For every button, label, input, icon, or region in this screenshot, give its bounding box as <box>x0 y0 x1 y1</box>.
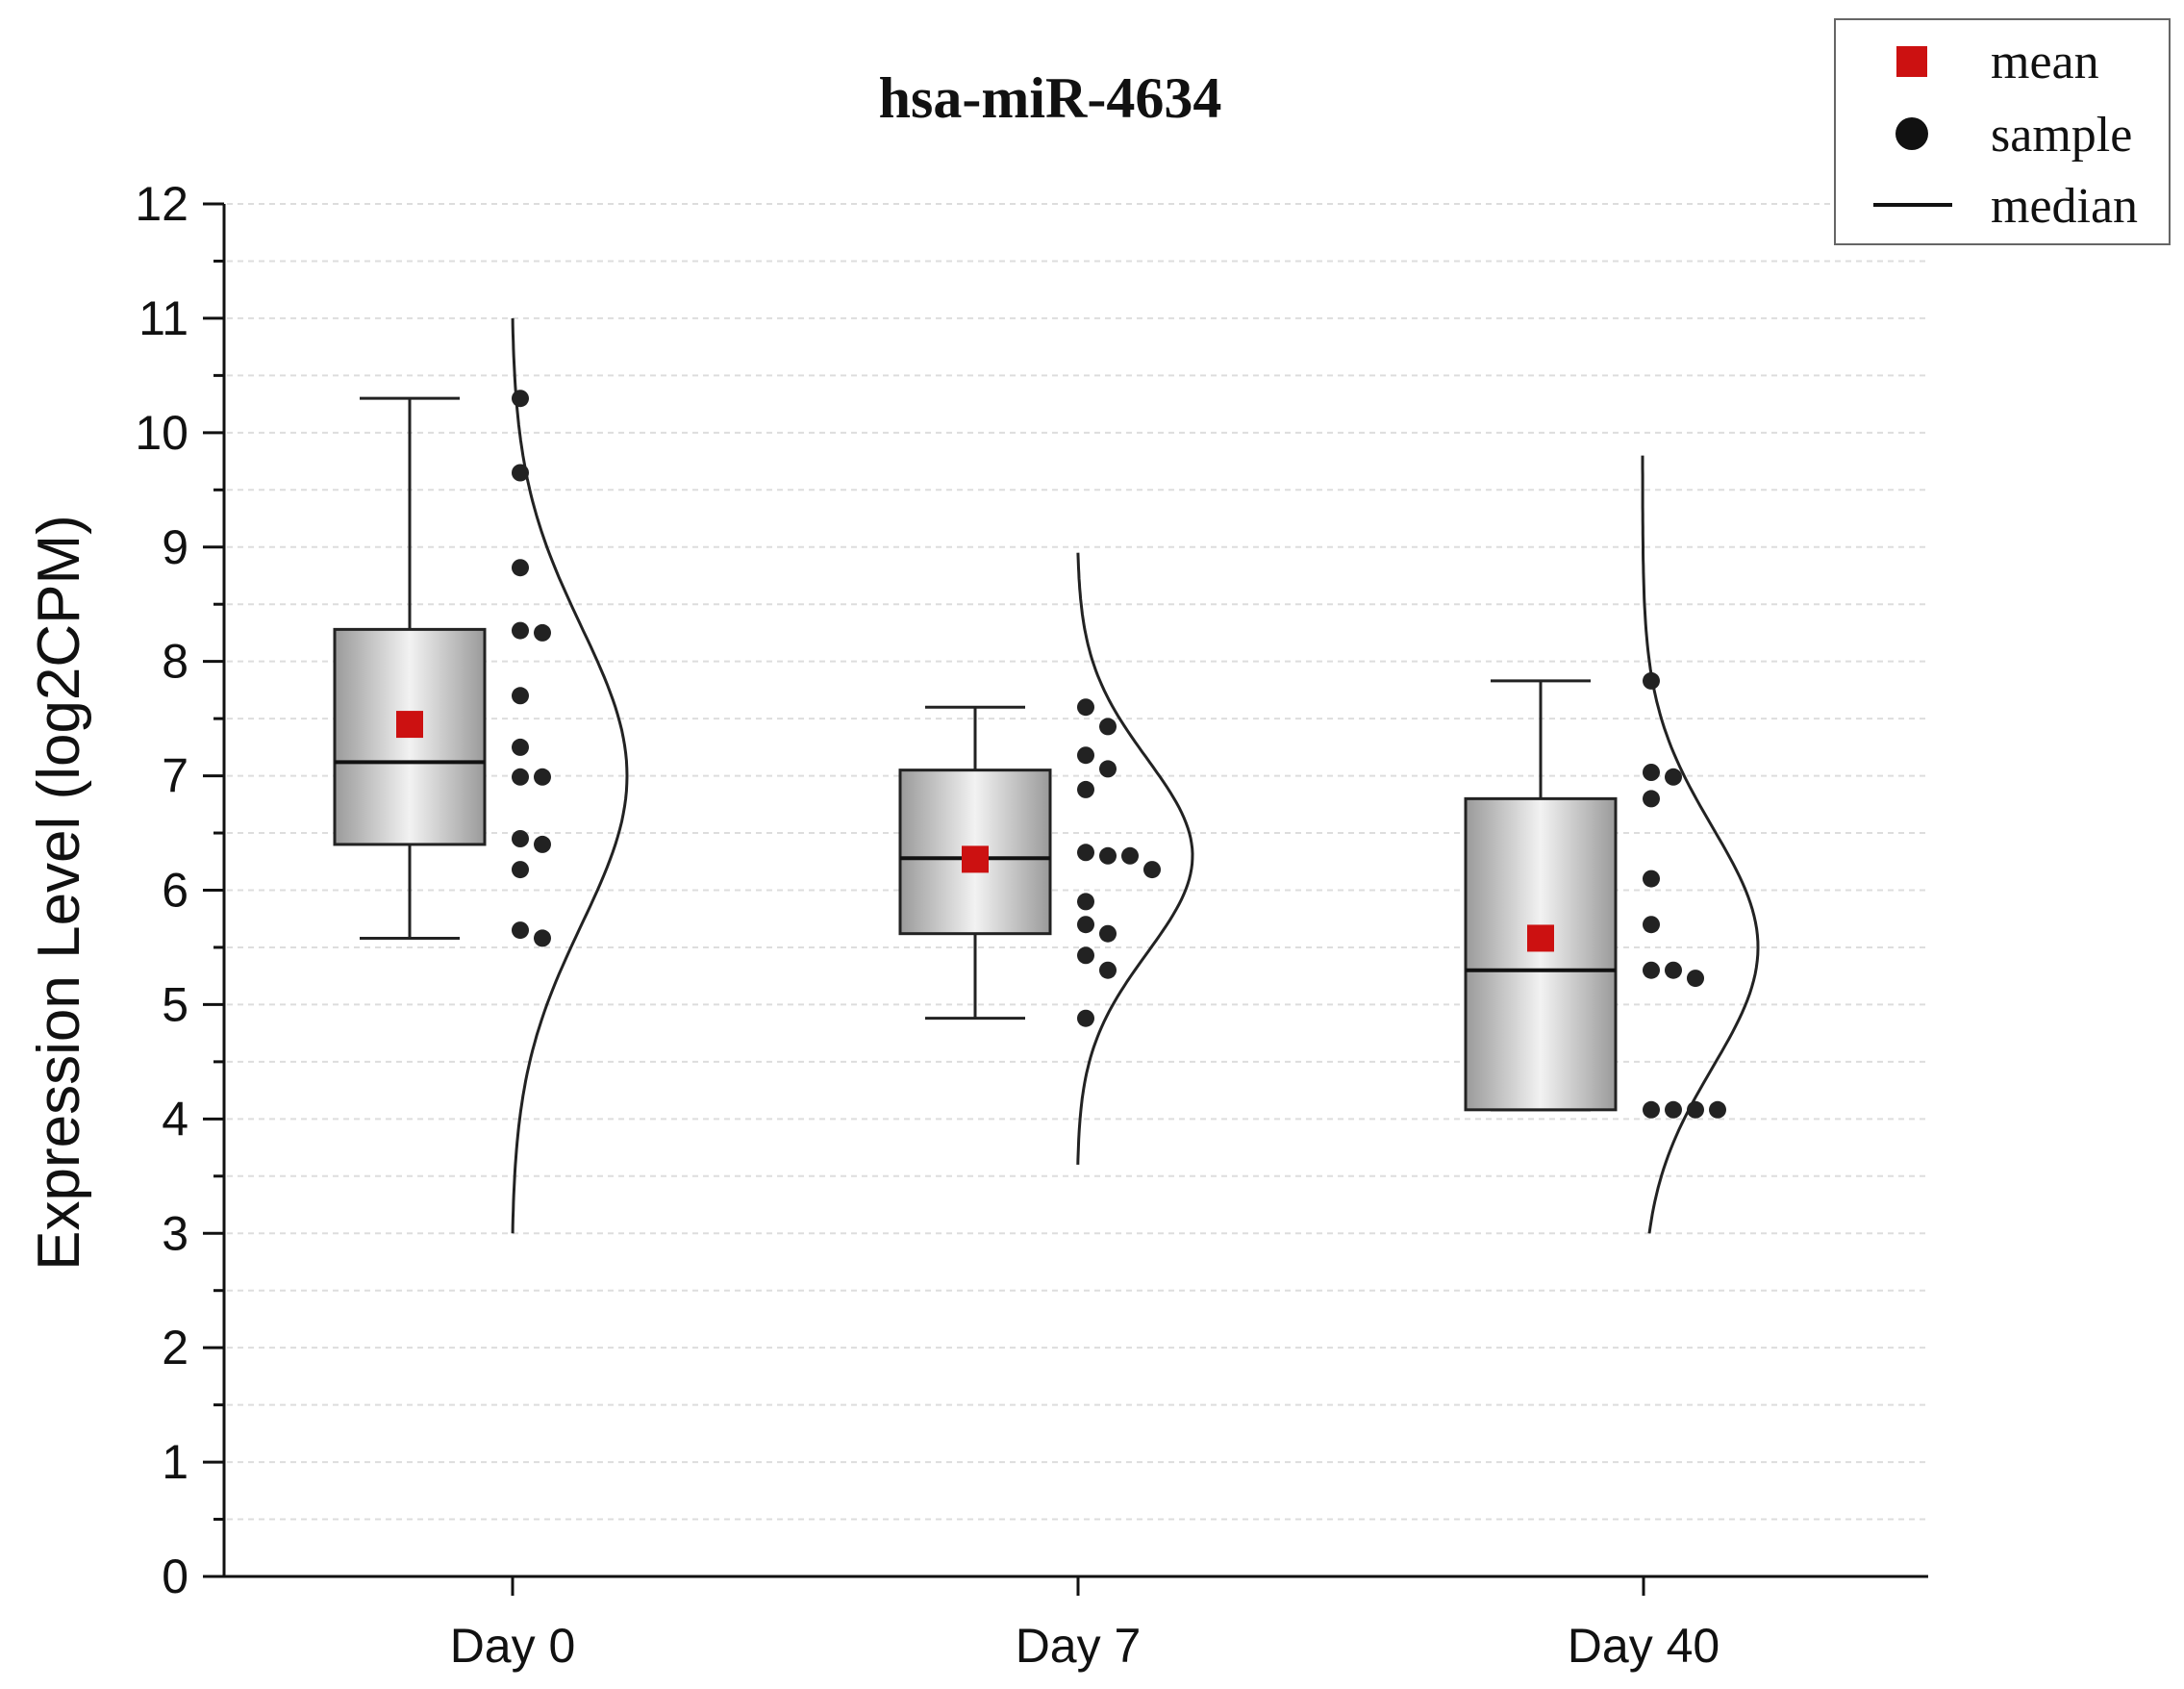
sample-point <box>1143 861 1161 879</box>
sample-point <box>512 768 529 786</box>
axes <box>203 202 1928 1596</box>
y-tick-label: 11 <box>138 291 188 345</box>
sample-point <box>1643 916 1660 934</box>
y-tick-label: 8 <box>162 635 188 689</box>
sample-point <box>512 621 529 640</box>
sample-point <box>512 830 529 847</box>
box-plots <box>333 396 1618 1112</box>
sample-point <box>1077 844 1094 862</box>
sample-point <box>1665 1100 1682 1119</box>
sample-point <box>512 921 529 940</box>
sample-point <box>1643 961 1660 979</box>
x-tick-label: Day 0 <box>450 1619 576 1673</box>
sample-point <box>534 768 551 786</box>
chart-title: hsa-miR-4634 <box>879 66 1222 130</box>
legend-mean-label: mean <box>1991 35 2099 89</box>
sample-point <box>1077 946 1094 965</box>
sample-point <box>1643 790 1660 808</box>
y-tick-label: 4 <box>162 1092 188 1146</box>
y-tick-label: 0 <box>162 1550 188 1603</box>
mean-marker <box>396 711 423 739</box>
box-iqr <box>1464 796 1618 1112</box>
sample-point <box>534 835 551 853</box>
y-tick-label: 5 <box>162 977 188 1031</box>
legend-sample-label: sample <box>1991 108 2132 163</box>
y-tick-label: 3 <box>162 1206 188 1260</box>
x-tick-label: Day 7 <box>1016 1619 1142 1673</box>
sample-point <box>1643 1100 1660 1119</box>
sample-point <box>1687 1100 1704 1119</box>
sample-point <box>512 687 529 705</box>
y-tick-label: 1 <box>162 1435 188 1489</box>
sample-point <box>1709 1100 1726 1119</box>
sample-point <box>1665 961 1682 979</box>
sample-point <box>1687 970 1704 988</box>
y-tick-label: 6 <box>162 864 188 918</box>
sample-point <box>534 929 551 947</box>
sample-point <box>1077 746 1094 765</box>
mean-marker <box>1527 924 1554 952</box>
sample-point <box>1077 698 1094 717</box>
sample-point <box>1643 764 1660 781</box>
mean-marker <box>962 845 989 873</box>
sample-point <box>512 390 529 408</box>
sample-point <box>512 738 529 756</box>
y-tick-label: 10 <box>135 406 188 460</box>
sample-point <box>1099 718 1117 736</box>
sample-point <box>512 464 529 482</box>
sample-point <box>1665 768 1682 786</box>
sample-point <box>512 559 529 577</box>
sample-point <box>1077 916 1094 934</box>
sample-point <box>1077 780 1094 798</box>
sample-point <box>512 861 529 879</box>
sample-point <box>1099 846 1117 865</box>
sample-point <box>1643 671 1660 690</box>
sample-point <box>534 623 551 642</box>
sample-points <box>512 390 1726 1119</box>
sample-point <box>1099 961 1117 979</box>
legend-mean-marker <box>1896 46 1927 77</box>
y-axis-label: Expression Level (log2CPM) <box>26 515 92 1271</box>
legend: mean sample median <box>1834 18 2171 245</box>
sample-point <box>1121 846 1139 865</box>
y-tick-label: 9 <box>162 520 188 574</box>
sample-point <box>1077 893 1094 911</box>
density-curve <box>1076 552 1194 1165</box>
legend-sample-marker <box>1895 117 1928 150</box>
y-tick-label: 7 <box>162 749 188 803</box>
legend-median-label: median <box>1991 179 2138 234</box>
sample-point <box>1099 760 1117 778</box>
sample-point <box>1099 924 1117 943</box>
y-tick-label: 2 <box>162 1321 188 1374</box>
x-tick-label: Day 40 <box>1568 1619 1720 1673</box>
sample-point <box>1643 870 1660 888</box>
sample-point <box>1077 1009 1094 1027</box>
y-tick-label: 12 <box>135 177 188 231</box>
